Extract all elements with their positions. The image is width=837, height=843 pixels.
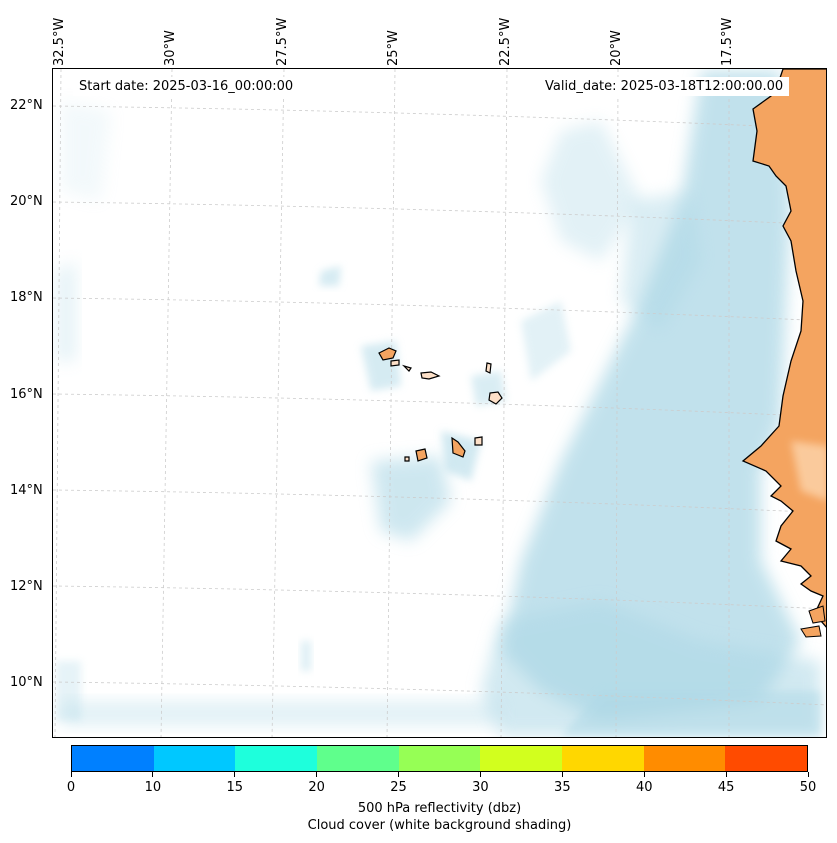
valid-date-label: Valid_date: 2025-03-18T12:00:00.00: [539, 77, 790, 96]
colorbar-tick-label: 30: [472, 780, 489, 795]
colorbar-segment: [643, 746, 726, 771]
colorbar-segment: [235, 746, 318, 771]
colorbar-tick: [234, 772, 236, 777]
colorbar-tick-label: 15: [226, 780, 244, 795]
lat-label: 20°N: [10, 194, 43, 209]
map-panel[interactable]: [52, 68, 827, 738]
colorbar-tick-label: 0: [66, 780, 76, 795]
colorbar-tick: [152, 772, 154, 777]
lon-label: 22.5°W: [498, 17, 513, 66]
colorbar-tick: [398, 772, 400, 777]
colorbar-segment: [562, 746, 644, 771]
colorbar-tick: [561, 772, 563, 777]
lat-label: 18°N: [10, 290, 43, 305]
lat-label: 10°N: [10, 675, 43, 690]
start-date-label: Start date: 2025-03-16_00:00:00: [73, 77, 300, 96]
colorbar-tick: [807, 772, 809, 777]
colorbar-tick-label: 20: [308, 780, 325, 795]
cloud-cover: [56, 71, 821, 736]
colorbar-segment: [725, 746, 808, 771]
lat-label: 16°N: [10, 387, 43, 402]
lat-label: 12°N: [10, 579, 43, 594]
colorbar-tick-label: 35: [554, 780, 571, 795]
map-canvas: [53, 69, 826, 737]
colorbar-tick: [643, 772, 645, 777]
lon-label: 30°W: [163, 30, 178, 66]
lon-label: 25°W: [386, 30, 401, 66]
colorbar-tick: [479, 772, 481, 777]
colorbar-segment: [317, 746, 399, 771]
colorbar-tick-label: 45: [717, 780, 735, 795]
colorbar-segment: [153, 746, 236, 771]
africa-land: [741, 69, 826, 638]
colorbar-tick-label: 50: [799, 780, 817, 795]
colorbar-tick: [725, 772, 727, 777]
lon-label: 27.5°W: [275, 17, 290, 66]
lon-label: 20°W: [609, 30, 624, 66]
lat-label: 14°N: [10, 483, 43, 498]
colorbar-tick-label: 40: [635, 780, 653, 795]
colorbar-label: 500 hPa reflectivity (dbz): [357, 801, 522, 816]
colorbar-tick: [70, 772, 72, 777]
gridlines: [53, 69, 826, 737]
colorbar-sublabel: Cloud cover (white background shading): [307, 818, 572, 833]
lat-label: 22°N: [10, 98, 43, 113]
colorbar: [71, 745, 808, 772]
colorbar-segment: [480, 746, 563, 771]
colorbar-tick-label: 25: [390, 780, 407, 795]
colorbar-segment: [398, 746, 481, 771]
lon-label: 17.5°W: [720, 17, 735, 66]
colorbar-tick: [316, 772, 318, 777]
cape-verde-islands: [378, 347, 503, 462]
lon-label: 32.5°W: [52, 17, 67, 66]
colorbar-tick-label: 10: [144, 780, 162, 795]
colorbar-segment: [72, 746, 154, 771]
